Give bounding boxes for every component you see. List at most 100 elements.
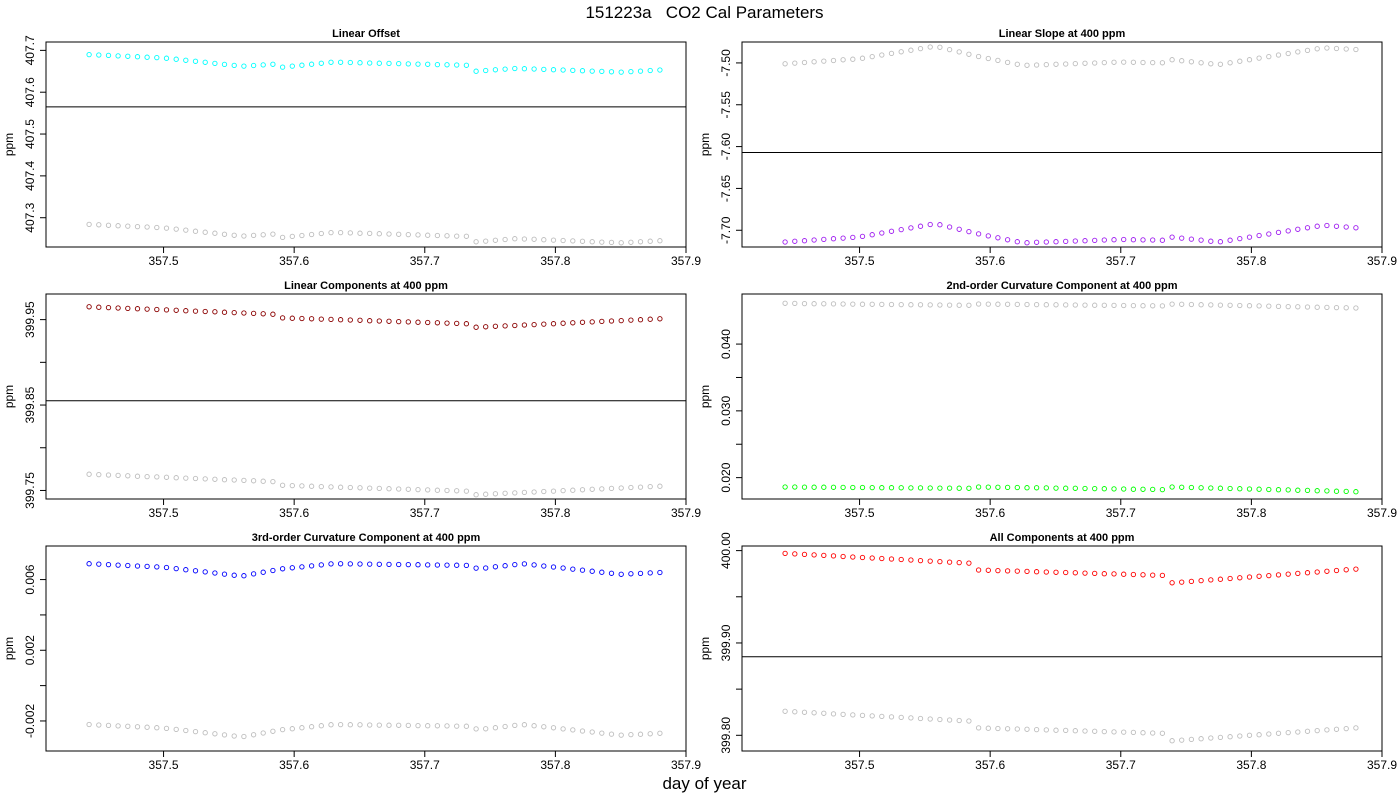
panel-title: 3rd-order Curvature Component at 400 ppm xyxy=(252,532,481,544)
y-tick-label: 0.030 xyxy=(719,396,733,426)
data-point xyxy=(415,486,421,493)
data-point xyxy=(115,305,121,311)
data-point xyxy=(1324,488,1330,494)
data-point xyxy=(483,565,489,571)
data-point xyxy=(850,712,856,718)
data-point xyxy=(1014,301,1020,308)
data-point xyxy=(512,322,518,329)
data-point xyxy=(1285,487,1291,493)
data-point xyxy=(550,67,557,73)
data-point xyxy=(1053,302,1059,308)
data-point xyxy=(125,723,131,729)
data-point xyxy=(1092,237,1098,244)
data-point xyxy=(1150,730,1156,736)
data-point xyxy=(1053,239,1059,245)
data-point xyxy=(1130,59,1137,65)
data-point xyxy=(1227,485,1233,492)
panel-title: Linear Components at 400 ppm xyxy=(284,280,448,292)
data-point xyxy=(1266,731,1272,737)
data-point xyxy=(966,485,972,491)
data-point xyxy=(1082,570,1088,576)
data-point xyxy=(1295,487,1301,493)
data-point xyxy=(483,238,489,244)
data-point xyxy=(1208,61,1214,67)
data-point xyxy=(1043,302,1049,308)
data-point xyxy=(1179,484,1185,490)
data-point xyxy=(1333,45,1340,52)
data-point xyxy=(1314,46,1320,52)
data-point xyxy=(1072,60,1078,67)
x-tick-label: 357.7 xyxy=(410,254,440,268)
data-point xyxy=(782,61,788,67)
data-point xyxy=(637,570,644,577)
y-axis-label: ppm xyxy=(2,637,16,660)
chart-panel-3: Linear Components at 400 ppm 357.5 357.6 35… xyxy=(2,280,701,520)
data-point xyxy=(260,730,266,736)
data-point xyxy=(956,717,962,724)
data-point xyxy=(550,488,557,494)
data-point xyxy=(1314,569,1320,575)
data-point xyxy=(850,56,856,62)
data-point xyxy=(657,569,663,576)
data-point xyxy=(637,239,644,245)
data-point xyxy=(337,561,344,567)
data-point xyxy=(376,561,382,567)
data-point xyxy=(308,563,315,569)
x-tick-label: 357.8 xyxy=(1236,254,1266,268)
chart-panel-6: All Components at 400 ppm 357.5 357.6 357.7… xyxy=(698,532,1397,772)
data-point xyxy=(570,727,576,733)
data-point xyxy=(405,561,411,568)
data-point xyxy=(318,316,324,322)
data-point xyxy=(1169,57,1175,63)
data-point xyxy=(888,228,895,234)
data-point xyxy=(1275,303,1282,310)
data-point xyxy=(376,318,382,324)
chart-panel-2: Linear Slope at 400 ppm 357.5 357.6 357.7 35… xyxy=(698,28,1397,268)
data-point xyxy=(531,66,537,72)
data-point xyxy=(1004,301,1011,307)
data-point xyxy=(105,222,112,228)
y-axis-label: ppm xyxy=(698,133,712,156)
data-point xyxy=(801,551,808,558)
plot-frame xyxy=(45,41,687,248)
data-point xyxy=(801,238,808,244)
data-point xyxy=(917,485,924,491)
data-point xyxy=(1130,486,1137,492)
data-point xyxy=(279,315,286,321)
data-point xyxy=(192,475,199,482)
data-point xyxy=(1246,57,1253,63)
data-point xyxy=(183,308,189,314)
data-point xyxy=(1140,237,1146,243)
data-point xyxy=(917,302,924,308)
data-point xyxy=(154,474,160,480)
data-point xyxy=(1092,302,1098,308)
data-point xyxy=(337,59,344,65)
data-point xyxy=(1188,736,1195,743)
data-point xyxy=(425,562,431,568)
data-point xyxy=(318,562,324,568)
data-point xyxy=(1082,238,1088,244)
data-point xyxy=(637,484,644,490)
data-point xyxy=(859,55,866,61)
data-point xyxy=(850,301,856,307)
data-point xyxy=(801,484,808,490)
data-point xyxy=(521,322,528,328)
data-point xyxy=(376,231,382,237)
data-point xyxy=(1043,61,1049,68)
data-point xyxy=(840,235,846,241)
data-point xyxy=(134,473,141,479)
y-tick-label: 399.95 xyxy=(23,301,37,338)
data-point xyxy=(1111,486,1117,492)
data-point xyxy=(483,67,489,74)
data-point xyxy=(115,723,121,729)
data-point xyxy=(1324,304,1330,311)
data-series-1 xyxy=(86,304,663,330)
data-point xyxy=(415,722,421,729)
data-point xyxy=(1024,726,1030,732)
data-point xyxy=(1072,485,1078,491)
data-point xyxy=(1024,568,1030,575)
data-point xyxy=(444,233,450,239)
y-tick-label: 407.6 xyxy=(23,77,37,107)
data-point xyxy=(1275,229,1282,236)
data-point xyxy=(995,235,1001,241)
